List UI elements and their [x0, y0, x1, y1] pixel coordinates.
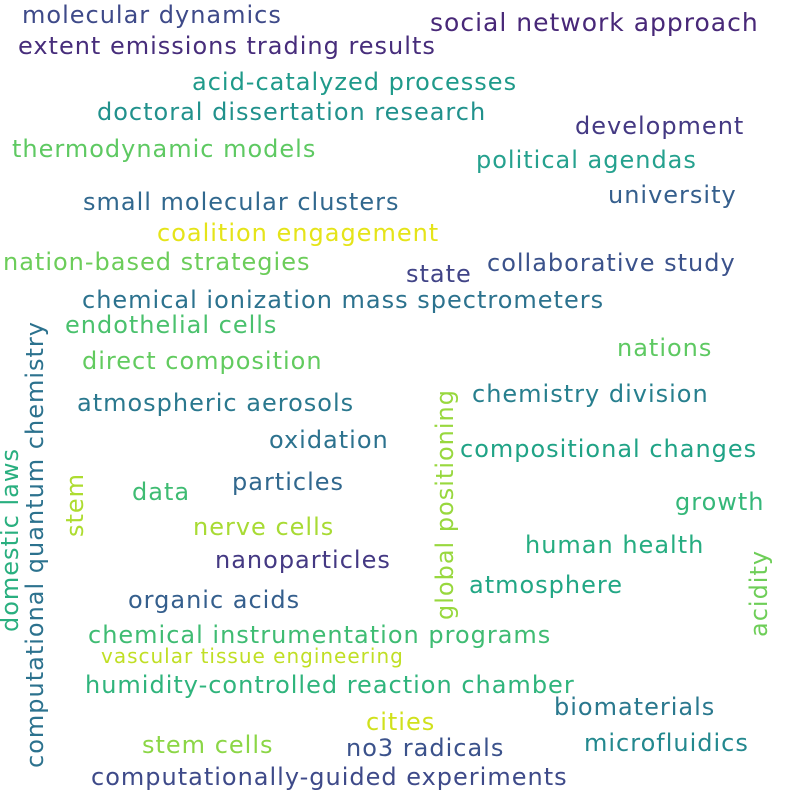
word-biomaterials: biomaterials — [554, 693, 716, 721]
word-humidity-controlled-reaction-chamber: humidity-controlled reaction chamber — [85, 671, 575, 699]
word-particles: particles — [232, 468, 345, 496]
word-coalition-engagement: coalition engagement — [157, 219, 440, 247]
word-doctoral-dissertation-research: doctoral dissertation research — [97, 98, 487, 126]
word-human-health: human health — [525, 531, 705, 559]
word-social-network-approach: social network approach — [430, 8, 759, 37]
word-nations: nations — [617, 334, 713, 362]
word-acid-catalyzed-processes: acid-catalyzed processes — [192, 68, 518, 96]
word-computational-quantum-chemistry: computational quantum chemistry — [21, 321, 49, 768]
word-growth: growth — [675, 488, 765, 516]
word-no3-radicals: no3 radicals — [346, 734, 505, 762]
word-nerve-cells: nerve cells — [193, 513, 335, 541]
word-atmosphere: atmosphere — [469, 571, 623, 599]
word-microfluidics: microfluidics — [584, 729, 749, 757]
word-compositional-changes: compositional changes — [460, 435, 758, 463]
word-political-agendas: political agendas — [476, 146, 697, 174]
word-university: university — [608, 181, 737, 209]
word-atmospheric-aerosols: atmospheric aerosols — [77, 389, 355, 417]
word-vascular-tissue-engineering: vascular tissue engineering — [101, 644, 404, 668]
word-global-positioning: global positioning — [431, 389, 459, 620]
word-cities: cities — [366, 708, 436, 736]
word-molecular-dynamics: molecular dynamics — [22, 1, 282, 29]
word-chemical-ionization-mass-spectrometers: chemical ionization mass spectrometers — [82, 286, 605, 314]
word-nation-based-strategies: nation-based strategies — [3, 248, 311, 276]
word-domestic-laws: domestic laws — [0, 448, 24, 632]
word-chemistry-division: chemistry division — [472, 380, 709, 408]
word-chemical-instrumentation-programs: chemical instrumentation programs — [88, 621, 552, 649]
word-stem-cells: stem cells — [142, 731, 274, 759]
word-computationally-guided-experiments: computationally-guided experiments — [91, 763, 568, 791]
word-acidity: acidity — [745, 549, 773, 637]
word-thermodynamic-models: thermodynamic models — [12, 135, 317, 163]
word-development: development — [575, 112, 745, 140]
word-data: data — [132, 478, 191, 506]
word-extent-emissions-trading-results: extent emissions trading results — [18, 32, 436, 60]
word-organic-acids: organic acids — [128, 586, 301, 614]
word-oxidation: oxidation — [269, 426, 389, 454]
word-stem: stem — [61, 472, 89, 537]
word-direct-composition: direct composition — [82, 347, 323, 375]
word-state: state — [406, 260, 472, 288]
word-endothelial-cells: endothelial cells — [65, 311, 278, 339]
word-collaborative-study: collaborative study — [487, 249, 736, 277]
word-small-molecular-clusters: small molecular clusters — [83, 188, 400, 216]
word-nanoparticles: nanoparticles — [215, 546, 391, 574]
